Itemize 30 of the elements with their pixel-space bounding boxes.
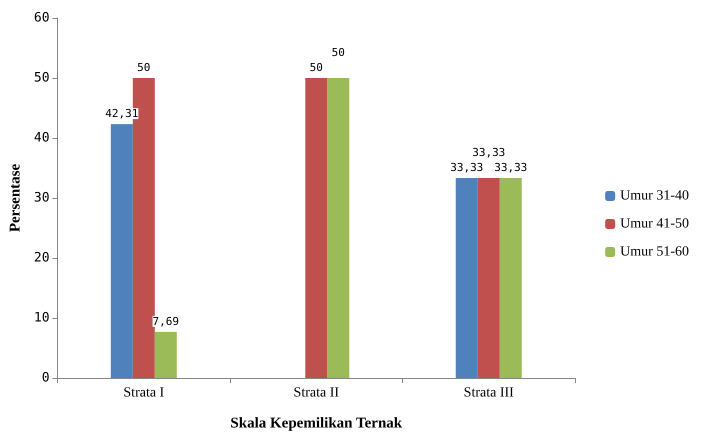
y-tick-label: 0: [42, 370, 50, 386]
data-label: 42,31: [105, 107, 138, 120]
bar: [500, 178, 522, 378]
bar: [478, 178, 500, 378]
y-tick-label: 40: [34, 130, 50, 146]
y-tick-label: 60: [34, 10, 50, 26]
data-label: 50: [332, 46, 345, 59]
bar: [154, 332, 177, 378]
y-tick-label: 20: [34, 250, 50, 266]
data-label: 33,33: [494, 161, 528, 174]
bar: [456, 178, 478, 378]
y-tick-label: 30: [34, 190, 50, 206]
bar: [305, 78, 328, 378]
x-tick-label: Strata II: [294, 386, 340, 400]
x-tick-label: Strata III: [464, 386, 514, 400]
legend-label: Umur 31-40: [620, 188, 690, 204]
y-tick-label: 10: [34, 310, 50, 326]
data-label: 50: [137, 61, 150, 74]
data-label: 50: [310, 61, 323, 74]
data-label: 33,33: [472, 146, 506, 160]
legend-label: Umur 51-60: [620, 244, 690, 260]
y-axis-title: Persentase: [8, 164, 24, 232]
x-axis-title: Skala Kepemilikan Ternak: [230, 416, 403, 432]
bar: [110, 124, 133, 378]
y-tick-label: 50: [34, 70, 50, 86]
legend-label: Umur 41-50: [620, 216, 690, 232]
data-label: 33,33: [450, 161, 484, 174]
data-label: 7,69: [152, 314, 180, 328]
bar: [327, 78, 350, 378]
x-tick-label: Strata I: [123, 386, 165, 400]
